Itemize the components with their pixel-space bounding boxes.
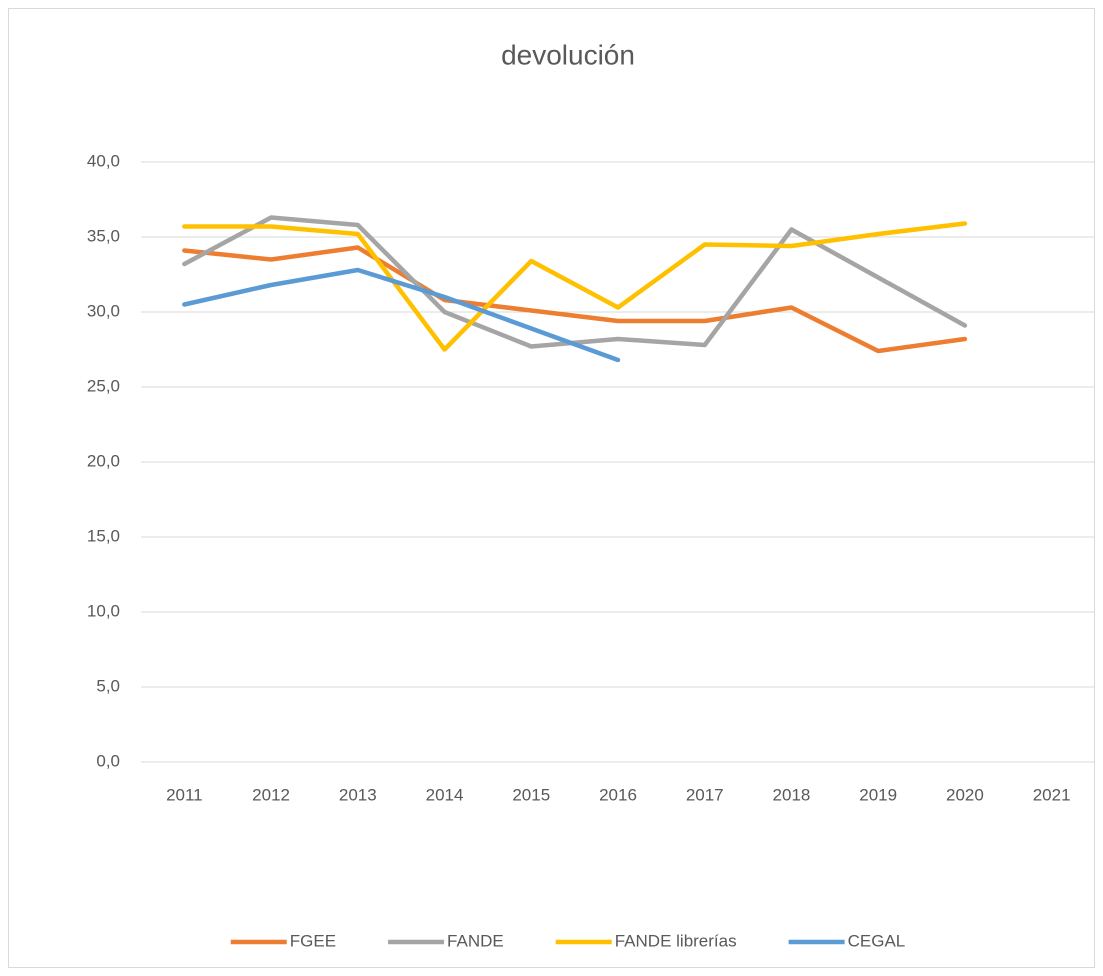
x-tick-label: 2021 <box>1033 785 1071 804</box>
legend-label: FANDE <box>447 931 504 950</box>
y-tick-label: 30,0 <box>87 301 120 320</box>
x-tick-label: 2011 <box>166 785 203 804</box>
series-line <box>182 245 968 354</box>
x-tick-label: 2015 <box>512 785 550 804</box>
x-tick-label: 2014 <box>426 785 464 804</box>
chart-frame <box>8 8 1095 968</box>
y-tick-label: 10,0 <box>87 601 120 620</box>
y-tick-label: 35,0 <box>87 226 120 245</box>
y-tick-label: 20,0 <box>87 451 120 470</box>
legend-label: FANDE librerías <box>615 931 737 950</box>
x-tick-label: 2013 <box>339 785 377 804</box>
x-tick-label: 2019 <box>859 785 897 804</box>
chart-title: devolución <box>501 39 635 70</box>
x-tick-label: 2018 <box>773 785 811 804</box>
x-tick-label: 2012 <box>252 785 290 804</box>
series-line <box>182 221 968 352</box>
x-tick-label: 2016 <box>599 785 637 804</box>
y-tick-label: 25,0 <box>87 376 120 395</box>
legend-label: FGEE <box>290 931 336 950</box>
x-tick-label: 2020 <box>946 785 984 804</box>
legend-label: CEGAL <box>848 931 906 950</box>
y-tick-label: 5,0 <box>96 676 120 695</box>
series-line <box>182 267 621 363</box>
y-tick-label: 0,0 <box>96 751 120 770</box>
x-tick-label: 2017 <box>686 785 724 804</box>
y-tick-label: 15,0 <box>87 526 120 545</box>
y-tick-label: 40,0 <box>87 151 120 170</box>
